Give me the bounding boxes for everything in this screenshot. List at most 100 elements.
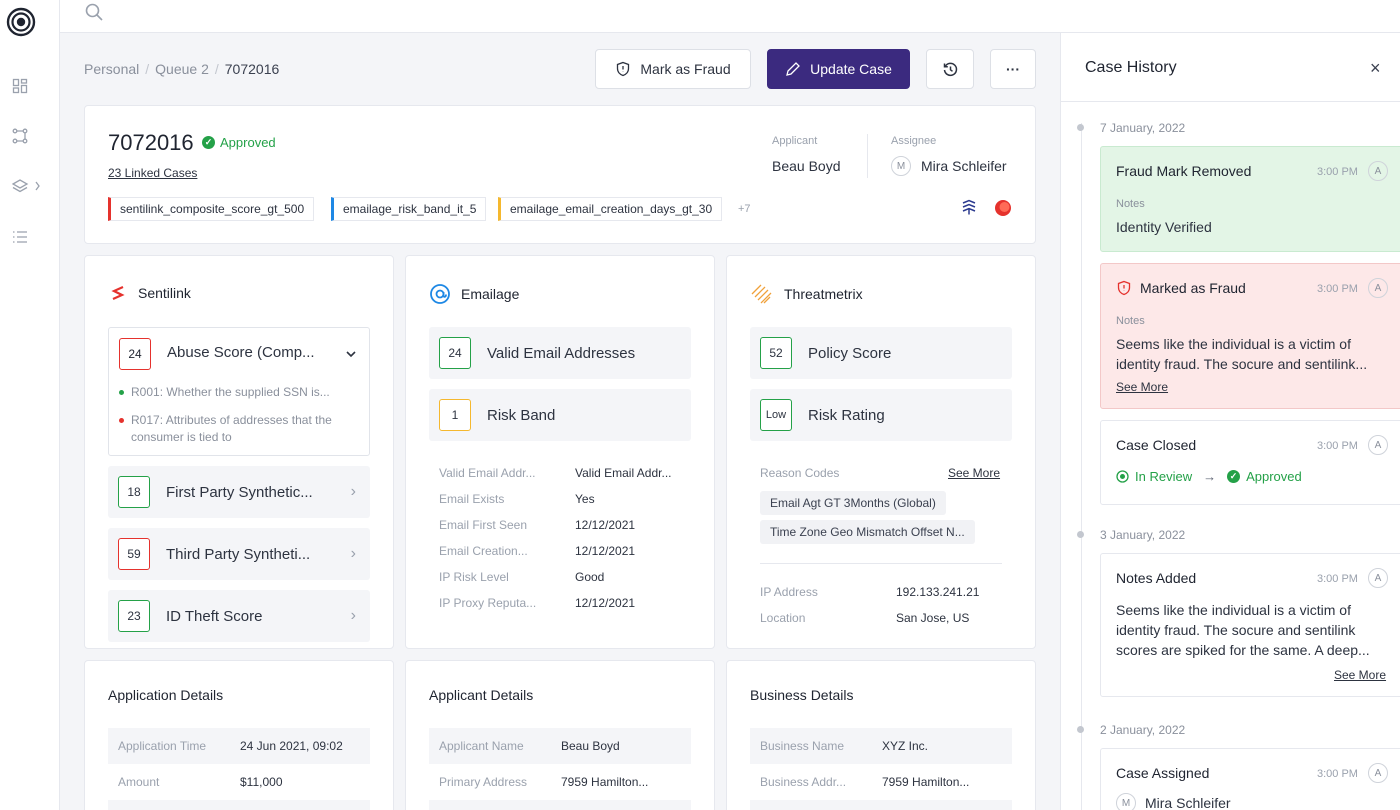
timeline-line	[1081, 123, 1082, 810]
detail-value: Good	[575, 570, 605, 584]
rule-tag[interactable]: sentilink_composite_score_gt_500	[108, 197, 315, 221]
row-key: Application Time	[118, 739, 207, 753]
workflow-icon[interactable]	[12, 128, 28, 144]
table-row: Amount $11,000	[108, 764, 370, 800]
case-history-title: Case History	[1085, 59, 1177, 76]
history-event-card: Marked as Fraud 3:00 PM A Notes Seems li…	[1100, 263, 1400, 409]
more-tags-count[interactable]: +7	[738, 203, 751, 215]
score-label: Risk Band	[487, 406, 556, 424]
applicant-name[interactable]: Beau Boyd	[772, 158, 841, 174]
score-value: 24	[439, 337, 471, 369]
emailage-card: Emailage 24 Valid Email Addresses 1 Risk…	[405, 255, 715, 649]
score-label: First Party Synthetic...	[166, 483, 313, 501]
see-more-link[interactable]: See More	[1334, 668, 1387, 682]
abuse-score-expanded[interactable]: 24 Abuse Score (Comp... R001: Whether th…	[108, 327, 370, 456]
in-review-icon	[1116, 470, 1129, 483]
chevron-right-icon: ›	[350, 483, 356, 500]
reason-codes-label: Reason Codes	[760, 466, 840, 480]
table-row: Primary Address 7959 Hamilton...	[429, 764, 691, 800]
detail-key: Valid Email Addr...	[439, 466, 536, 480]
mark-fraud-label: Mark as Fraud	[640, 61, 731, 77]
threatmetrix-title: Threatmetrix	[784, 286, 863, 302]
score-label: ID Theft Score	[166, 607, 263, 625]
detail-key: Email Exists	[439, 492, 505, 506]
see-more-link[interactable]: See More	[1116, 380, 1169, 394]
detail-key: IP Risk Level	[439, 570, 509, 584]
score-value: 18	[118, 476, 150, 508]
event-time: 3:00 PM	[1317, 768, 1358, 780]
chevron-down-icon[interactable]	[345, 348, 357, 360]
row-key: Business Name	[760, 739, 845, 753]
list-icon[interactable]	[12, 229, 28, 245]
sentilink-logo-icon	[111, 285, 125, 301]
update-case-button[interactable]: Update Case	[767, 49, 910, 89]
rule-tag[interactable]: emailage_risk_band_it_5	[331, 197, 487, 221]
score-row[interactable]: 18 First Party Synthetic... ›	[108, 466, 370, 518]
socure-logo-icon	[962, 199, 976, 215]
row-key: Amount	[118, 775, 160, 789]
notes-label: Notes	[1116, 198, 1145, 210]
arrow-right-icon: →	[1203, 469, 1217, 484]
rule-tag[interactable]: emailage_email_creation_days_gt_30	[498, 197, 723, 221]
business-details-title: Business Details	[750, 687, 854, 703]
score-value: 24	[119, 338, 151, 370]
history-button[interactable]	[926, 49, 974, 89]
score-row[interactable]: 23 ID Theft Score ›	[108, 590, 370, 642]
search-icon[interactable]	[84, 2, 104, 22]
close-icon[interactable]: ×	[1370, 58, 1381, 78]
breadcrumb-queue[interactable]: Queue 2	[155, 61, 209, 77]
sentilink-badge-icon	[995, 200, 1011, 216]
event-time: 3:00 PM	[1317, 573, 1358, 585]
assignee-label: Assignee	[891, 135, 937, 147]
reason-chip: Email Agt GT 3Months (Global)	[760, 491, 946, 515]
history-event-card: Case Assigned 3:00 PM A M Mira Schleifer	[1100, 748, 1400, 810]
divider	[760, 563, 1002, 564]
rule-text: R001: Whether the supplied SSN is...	[131, 385, 330, 399]
score-row[interactable]: 59 Third Party Syntheti... ›	[108, 528, 370, 580]
sentilink-header: Sentilink	[108, 283, 191, 303]
see-more-link[interactable]: See More	[948, 466, 1001, 480]
event-time: 3:00 PM	[1317, 440, 1358, 452]
event-title-label: Marked as Fraud	[1140, 280, 1246, 296]
table-row	[108, 800, 370, 810]
more-options-button[interactable]: ···	[990, 49, 1036, 89]
layers-icon[interactable]	[12, 178, 42, 194]
emailage-header: Emailage	[429, 283, 519, 305]
assigned-user-name: Mira Schleifer	[1145, 795, 1231, 810]
detail-key: Location	[760, 611, 806, 625]
applicant-label: Applicant	[772, 135, 818, 147]
table-row: Applicant Name Beau Boyd	[429, 728, 691, 764]
assignee[interactable]: M Mira Schleifer	[891, 156, 1007, 176]
chevron-right-icon: ›	[350, 607, 356, 624]
detail-value: 12/12/2021	[575, 544, 636, 558]
linked-cases-link[interactable]: 23 Linked Cases	[108, 166, 198, 180]
rule-tag-label: sentilink_composite_score_gt_500	[120, 202, 305, 216]
avatar: A	[1368, 161, 1388, 181]
case-detail-main: Personal / Queue 2/7072016 Mark as Fraud U…	[60, 33, 1060, 810]
app-logo-icon[interactable]	[5, 6, 37, 38]
detail-value: 12/12/2021	[575, 518, 636, 532]
row-value: $11,000	[240, 775, 283, 789]
notes-text: Seems like the individual is a victim of…	[1116, 602, 1370, 658]
timeline-dot	[1077, 124, 1084, 131]
table-row	[750, 800, 1012, 810]
history-event-card: Fraud Mark Removed 3:00 PM A Notes Ident…	[1100, 146, 1400, 252]
assigned-user: M Mira Schleifer	[1116, 793, 1231, 810]
row-value: Beau Boyd	[561, 739, 620, 753]
emailage-title: Emailage	[461, 286, 520, 302]
chevron-right-icon: ›	[350, 545, 356, 562]
breadcrumb-personal[interactable]: Personal	[84, 61, 140, 77]
score-row: Low Risk Rating	[750, 389, 1012, 441]
status-from: In Review	[1135, 469, 1193, 484]
row-value: XYZ Inc.	[882, 739, 929, 753]
event-title: Notes Added	[1116, 570, 1197, 586]
row-key: Primary Address	[439, 775, 528, 789]
breadcrumb-current: 7072016	[224, 61, 280, 77]
score-value: 1	[439, 399, 471, 431]
mark-fraud-button[interactable]: Mark as Fraud	[595, 49, 751, 89]
threatmetrix-logo-icon	[751, 284, 772, 304]
dashboard-icon[interactable]	[12, 78, 28, 94]
case-summary-card: 7072016 ✓ Approved 23 Linked Cases senti…	[84, 105, 1036, 244]
event-title: Marked as Fraud	[1116, 280, 1246, 296]
case-history-panel: Case History × 7 January, 2022 Fraud Mar…	[1060, 33, 1400, 810]
